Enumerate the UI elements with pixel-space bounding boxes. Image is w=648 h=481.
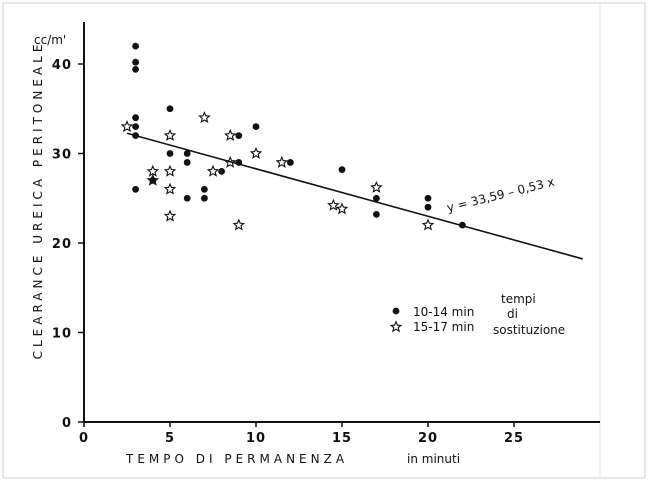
data-point-dot (183, 159, 191, 166)
x-tick-label: 0 (79, 431, 89, 446)
data-point-star (163, 182, 177, 195)
data-point-star (327, 198, 340, 211)
y-tick-label: 40 (52, 58, 72, 73)
data-point-dot (132, 42, 140, 50)
data-points (120, 42, 466, 231)
x-tick-label: 10 (246, 431, 266, 446)
data-point-star (198, 111, 211, 124)
legend-markers (389, 307, 403, 333)
data-point-star (335, 202, 349, 215)
legend-marker-star (389, 320, 403, 333)
data-point-star (232, 218, 246, 231)
data-point-dot (338, 166, 346, 174)
legend-group-label-2: di (507, 307, 518, 321)
data-point-star (206, 164, 220, 177)
data-point-star (163, 128, 177, 141)
legend-group-label-1: tempi (501, 292, 536, 306)
x-axis-title: TEMPO DI PERMANENZA (125, 452, 348, 466)
x-tick-label: 15 (332, 431, 352, 446)
data-point-star (163, 164, 177, 177)
data-point-dot (459, 221, 466, 229)
data-point-dot (132, 114, 140, 122)
data-point-star (163, 209, 177, 222)
data-point-star (146, 164, 160, 177)
y-tick-label: 20 (52, 237, 72, 252)
data-point-dot (235, 132, 243, 140)
legend-label-dot: 10-14 min (413, 305, 474, 319)
data-point-dot (132, 65, 140, 73)
data-point-star (120, 120, 134, 133)
data-point-dot (201, 185, 208, 193)
x-axis-unit: in minuti (407, 452, 460, 466)
data-point-star (223, 128, 237, 141)
legend-label-star: 15-17 min (413, 320, 474, 334)
y-axis-unit: cc/m' (34, 33, 66, 47)
data-point-dot (252, 123, 260, 131)
y-tick-label: 0 (62, 416, 72, 431)
regression-line (126, 132, 584, 260)
x-tick-label: 25 (504, 431, 524, 446)
data-point-dot (373, 210, 380, 218)
data-point-dot (132, 123, 140, 131)
y-tick-label: 10 (52, 327, 72, 342)
data-point-dot (287, 159, 294, 166)
legend-marker-dot (392, 307, 400, 315)
regression-equation: y = 33,59 – 0,53 x (445, 175, 556, 215)
data-point-star (223, 155, 237, 168)
data-point-star (421, 218, 435, 231)
data-point-dot (373, 194, 380, 202)
data-point-dot (132, 185, 140, 193)
data-point-dot (235, 159, 243, 166)
data-point-star (275, 155, 289, 168)
data-point-star (249, 146, 263, 159)
data-point-dot (166, 105, 174, 113)
data-point-star (146, 173, 160, 186)
data-point-dot (132, 132, 140, 140)
x-tick-label: 5 (165, 431, 175, 446)
data-point-dot (183, 150, 191, 157)
x-axis-ticks: 0 5 10 15 20 25 (79, 422, 524, 446)
data-point-dot (166, 150, 174, 157)
data-point-dot (132, 58, 140, 66)
data-point-dot (218, 168, 226, 175)
data-point-dot (201, 194, 208, 202)
y-axis-ticks: 0 10 20 30 40 (52, 58, 84, 431)
y-axis-title: CLEARANCE UREICA PERITONEALE (31, 41, 45, 360)
data-point-star (370, 180, 383, 193)
legend: 10-14 min 15-17 min tempi di sostituzion… (389, 292, 565, 337)
data-point-dot (424, 194, 432, 202)
data-point-dot (424, 203, 432, 211)
data-point-dot (183, 194, 191, 202)
x-tick-label: 20 (418, 431, 438, 446)
y-tick-label: 30 (52, 148, 72, 163)
legend-group-label-3: sostituzione (493, 323, 565, 337)
